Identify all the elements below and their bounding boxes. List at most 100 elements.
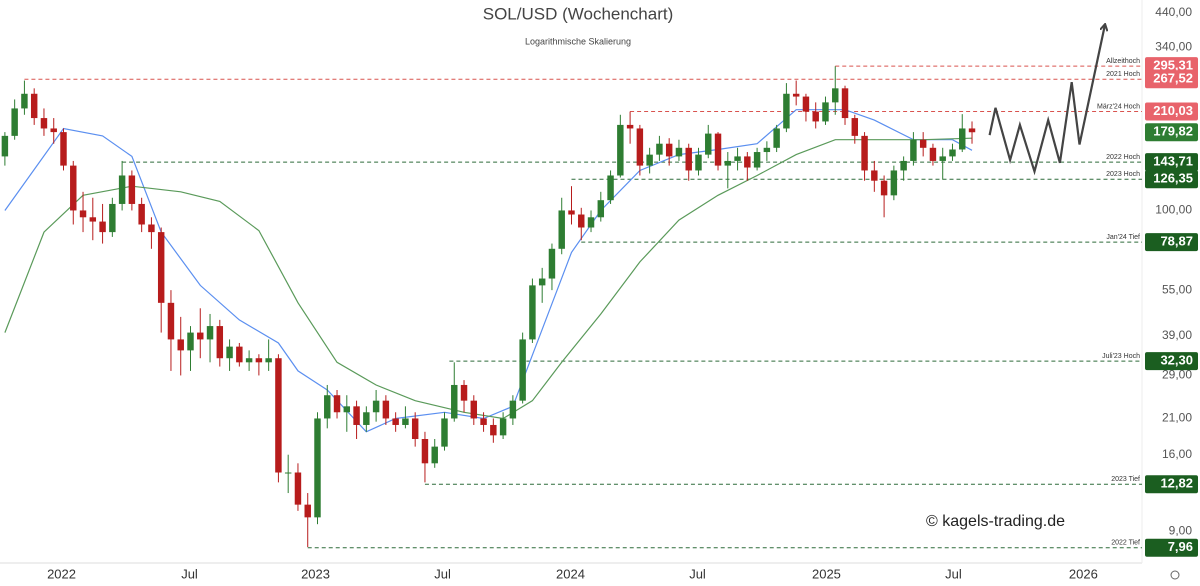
candle-body	[558, 210, 565, 249]
candle-body	[324, 395, 331, 419]
candle-body	[275, 358, 282, 473]
candle-body	[177, 339, 184, 351]
y-tick-label: 29,00	[1162, 368, 1192, 382]
candle-body	[451, 384, 458, 419]
candle-body	[363, 412, 370, 425]
candle-body	[480, 418, 487, 425]
candle-body	[568, 210, 575, 215]
settings-icon[interactable]	[1170, 570, 1180, 580]
candle-body	[353, 406, 360, 425]
price-box-label: 179,82	[1153, 124, 1193, 139]
candle-body	[294, 472, 302, 505]
candle-body	[89, 217, 97, 222]
price-box-label: 143,71	[1153, 154, 1193, 169]
candle-body	[783, 93, 790, 129]
candle-body	[753, 152, 761, 168]
candle-body	[421, 439, 429, 464]
candle-body	[167, 302, 175, 340]
candle-body	[910, 139, 917, 161]
candle-body	[675, 147, 683, 157]
price-box-label: 295,31	[1153, 58, 1193, 73]
price-box-label: 7,96	[1168, 539, 1193, 554]
candle-body	[314, 418, 321, 518]
candle-body	[50, 128, 57, 133]
candle-body	[157, 232, 165, 303]
candle-body	[21, 93, 28, 109]
price-box	[1145, 538, 1198, 557]
candle-body	[841, 88, 849, 119]
candle-body	[519, 339, 526, 401]
candle-body	[460, 384, 468, 401]
price-box	[1145, 123, 1198, 142]
candle-body	[284, 472, 292, 474]
candle-body	[118, 175, 126, 204]
y-tick-label: 39,00	[1162, 328, 1192, 342]
level-name: 2022 Hoch	[1106, 154, 1140, 161]
x-tick-label: 2026	[1069, 566, 1098, 581]
candle-body	[441, 418, 448, 447]
candle-body	[626, 124, 634, 129]
candle-body	[792, 93, 800, 97]
y-tick-label: 9,00	[1169, 524, 1193, 538]
price-box	[1145, 170, 1198, 189]
candle-body	[70, 165, 77, 211]
candle-body	[705, 133, 712, 155]
candle-body	[333, 395, 341, 413]
candle-body	[499, 418, 507, 436]
candle-body	[597, 200, 605, 218]
x-tick-label: 2025	[812, 566, 841, 581]
candle-body	[685, 147, 692, 171]
candle-body	[470, 400, 478, 419]
candle-body	[646, 154, 653, 166]
candle-body	[919, 139, 927, 148]
watermark: © kagels-trading.de	[926, 513, 1065, 530]
x-tick-label: 2024	[556, 566, 585, 581]
candle-body	[607, 175, 614, 201]
candle-body	[11, 108, 18, 136]
candle-body	[30, 93, 38, 119]
candle-body	[871, 170, 878, 181]
x-tick-label: Jul	[434, 566, 451, 581]
candle-body	[636, 128, 644, 166]
price-box-label: 267,52	[1153, 71, 1193, 86]
candle-body	[851, 118, 859, 136]
candle-body	[734, 156, 741, 161]
candle-body	[529, 285, 536, 340]
candle-body	[617, 124, 624, 176]
candle-body	[60, 132, 67, 166]
y-tick-label: 55,00	[1162, 282, 1192, 296]
candle-body	[255, 358, 263, 363]
level-name: März'24 Hoch	[1097, 103, 1140, 110]
candle-body	[968, 128, 976, 133]
candle-body	[656, 143, 663, 155]
price-box	[1145, 475, 1198, 494]
candle-body	[304, 504, 311, 518]
candle-body	[99, 221, 106, 233]
candle-body	[1, 135, 9, 157]
candle-body	[128, 175, 136, 204]
x-tick-label: Jul	[181, 566, 198, 581]
candle-body	[187, 332, 194, 351]
candle-body	[509, 400, 517, 419]
candle-body	[216, 326, 224, 359]
candle-body	[431, 446, 438, 464]
x-tick-label: 2023	[301, 566, 330, 581]
candle-body	[148, 224, 155, 233]
level-name: 2023 Tief	[1111, 476, 1140, 483]
candle-body	[79, 210, 87, 218]
x-tick-label: 2022	[47, 566, 76, 581]
candle-body	[226, 346, 233, 359]
price-box-label: 32,30	[1160, 353, 1193, 368]
price-box	[1145, 153, 1198, 172]
candle-body	[411, 418, 419, 440]
candle-body	[372, 400, 380, 413]
level-name: 2023 Hoch	[1106, 171, 1140, 178]
price-box	[1145, 102, 1198, 121]
chart-subtitle: Logarithmische Skalierung	[525, 36, 631, 46]
y-tick-label: 440,00	[1155, 5, 1192, 19]
price-box-label: 210,03	[1153, 103, 1193, 118]
price-box	[1145, 352, 1198, 371]
candle-body	[802, 96, 810, 112]
candle-body	[538, 278, 546, 286]
